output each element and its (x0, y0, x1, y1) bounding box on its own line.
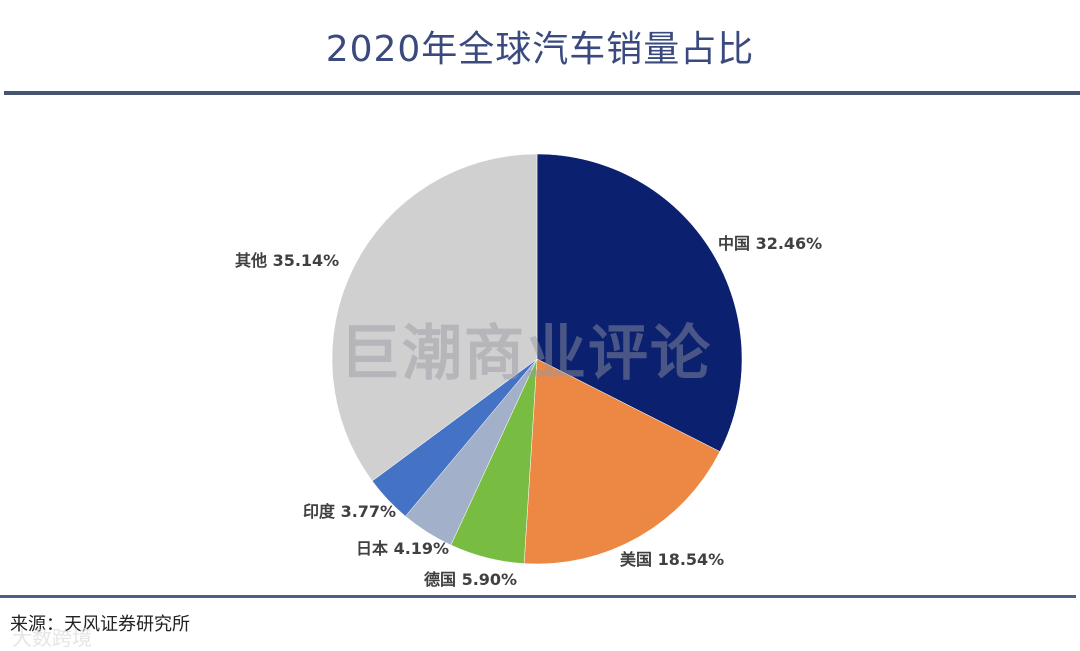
pie-slice-1 (523, 358, 721, 565)
label-usa: 美国 18.54% (620, 550, 725, 569)
footer-divider (0, 595, 1076, 598)
title-divider (4, 91, 1080, 95)
pie-slices (331, 153, 743, 565)
label-india: 印度 3.77% (303, 502, 397, 521)
label-china: 中国 32.46% (718, 234, 823, 253)
pie-slice-0 (536, 153, 743, 452)
corner-watermark: 大数跨境 (12, 626, 92, 650)
label-germany: 德国 5.90% (424, 570, 518, 589)
source-note: 来源：天风证券研究所 (10, 614, 190, 635)
label-other: 其他 35.14% (235, 251, 340, 270)
label-japan: 日本 4.19% (356, 539, 450, 558)
watermark: 巨潮商业评论 (340, 319, 712, 389)
chart-title: 2020年全球汽车销量占比 (325, 29, 755, 70)
pie-slice-5 (331, 153, 538, 482)
